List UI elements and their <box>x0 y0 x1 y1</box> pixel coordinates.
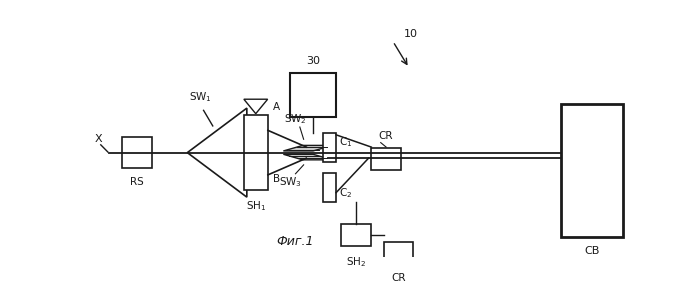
Text: CB: CB <box>584 246 600 256</box>
FancyBboxPatch shape <box>290 73 336 117</box>
Text: SH$_1$: SH$_1$ <box>246 199 266 213</box>
Text: 30: 30 <box>306 56 320 66</box>
Text: C$_2$: C$_2$ <box>339 186 352 200</box>
Polygon shape <box>283 154 332 160</box>
Text: 10: 10 <box>403 29 417 39</box>
Text: Фиг.1: Фиг.1 <box>277 235 314 248</box>
Text: SH$_2$: SH$_2$ <box>346 255 366 269</box>
FancyBboxPatch shape <box>244 115 268 190</box>
Text: C$_1$: C$_1$ <box>339 135 352 149</box>
Text: A: A <box>274 102 281 112</box>
Text: B: B <box>274 174 281 184</box>
FancyBboxPatch shape <box>322 133 336 162</box>
FancyBboxPatch shape <box>384 242 413 264</box>
FancyBboxPatch shape <box>122 137 152 168</box>
Polygon shape <box>244 99 267 114</box>
Polygon shape <box>187 108 247 197</box>
FancyBboxPatch shape <box>560 104 623 237</box>
Text: CR: CR <box>379 131 394 142</box>
Text: SW$_3$: SW$_3$ <box>279 175 302 189</box>
Text: X: X <box>94 134 102 144</box>
FancyBboxPatch shape <box>322 173 336 202</box>
Text: SW$_2$: SW$_2$ <box>284 112 307 126</box>
Polygon shape <box>283 145 332 151</box>
FancyBboxPatch shape <box>341 224 371 246</box>
Text: SW$_1$: SW$_1$ <box>189 90 212 104</box>
Text: CR: CR <box>392 273 406 283</box>
FancyBboxPatch shape <box>371 148 401 171</box>
Text: RS: RS <box>131 177 144 187</box>
